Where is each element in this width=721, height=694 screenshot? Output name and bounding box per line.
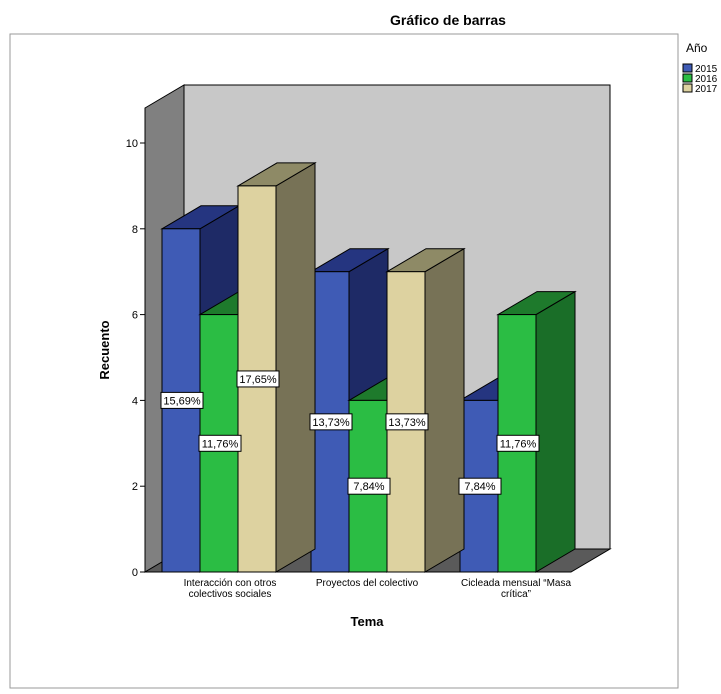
x-tick-label: crítica” bbox=[501, 589, 531, 600]
data-label: 17,65% bbox=[239, 374, 277, 386]
data-label-box bbox=[198, 434, 242, 452]
chart-title: Gráfico de barras bbox=[390, 12, 506, 28]
legend-swatch bbox=[682, 63, 693, 73]
data-label-box bbox=[458, 477, 502, 495]
data-label: 11,76% bbox=[202, 438, 239, 450]
data-label: 11,76% bbox=[500, 438, 537, 450]
data-label: 15,69% bbox=[163, 395, 201, 407]
y-tick-label: 8 bbox=[132, 224, 138, 236]
y-tick-label: 6 bbox=[132, 310, 138, 322]
x-tick-label: Interacción con otros bbox=[184, 578, 277, 589]
x-tick-label: Cicleada mensual “Masa bbox=[461, 578, 571, 589]
legend-swatch bbox=[682, 73, 693, 83]
y-tick-label: 10 bbox=[126, 138, 138, 150]
data-label-box bbox=[236, 370, 280, 388]
data-label-box bbox=[347, 477, 391, 495]
y-tick-label: 0 bbox=[132, 567, 138, 579]
x-axis-title: Tema bbox=[351, 614, 385, 629]
data-label: 13,73% bbox=[312, 417, 350, 429]
x-tick-label: Proyectos del colectivo bbox=[316, 578, 419, 589]
bar-side bbox=[535, 290, 576, 573]
y-tick-label: 4 bbox=[132, 395, 138, 407]
bar-side bbox=[424, 247, 465, 573]
x-tick-label: colectivos sociales bbox=[189, 589, 272, 600]
data-label: 13,73% bbox=[388, 417, 426, 429]
y-tick-label: 2 bbox=[132, 481, 138, 493]
data-label-box bbox=[385, 413, 429, 431]
legend-label: 2017 bbox=[695, 84, 718, 95]
data-label-box bbox=[496, 434, 540, 452]
data-label-box bbox=[309, 413, 353, 431]
data-label: 7,84% bbox=[464, 481, 495, 493]
data-label-box bbox=[160, 391, 204, 409]
legend-swatch bbox=[682, 83, 693, 93]
legend-label: 2016 bbox=[695, 74, 718, 85]
legend-title: Año bbox=[686, 41, 708, 55]
bar-side bbox=[275, 162, 316, 573]
y-axis-title: Recuento bbox=[97, 320, 112, 379]
data-label: 7,84% bbox=[353, 481, 384, 493]
legend-label: 2015 bbox=[695, 64, 718, 75]
